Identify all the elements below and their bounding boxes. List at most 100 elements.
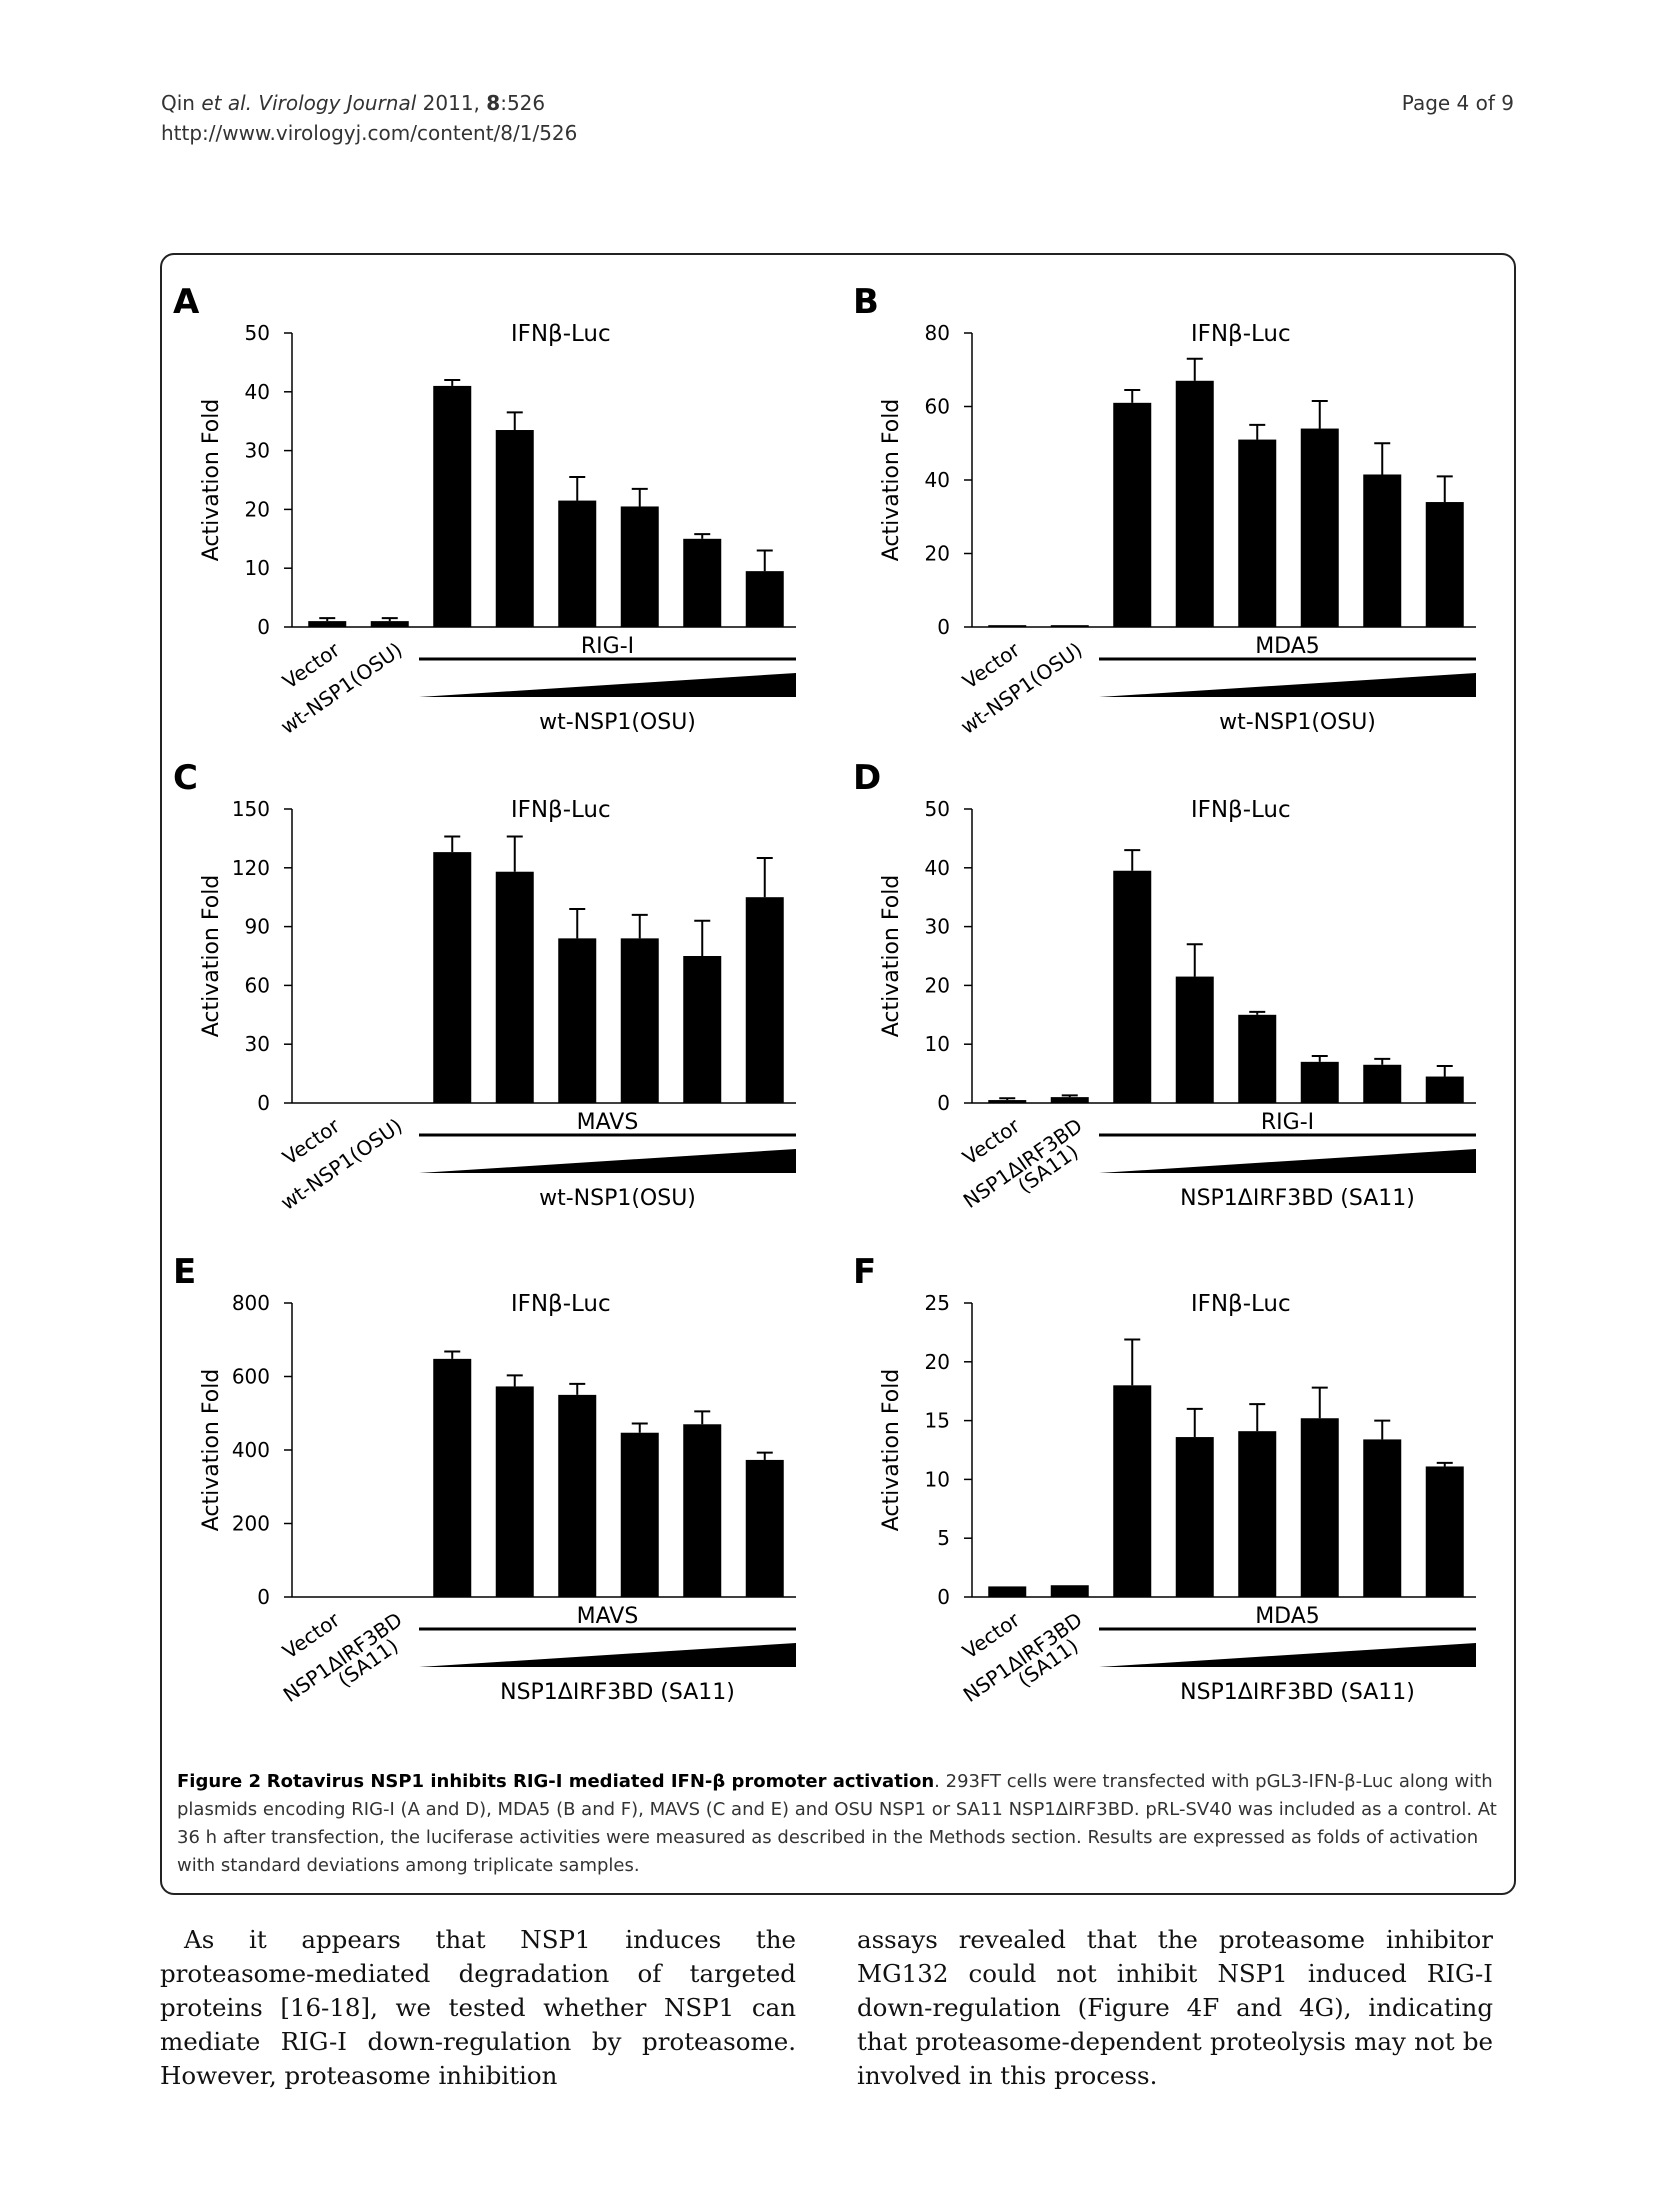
panel-d-ytick-label: 40 — [925, 856, 950, 880]
body-text-left: As it appears that NSP1 induces the prot… — [160, 1925, 796, 2090]
panel-a-group-label: RIG-I — [581, 634, 634, 659]
panel-b-bar — [1363, 474, 1402, 627]
panel-f-bar — [988, 1586, 1027, 1597]
caption-title: Rotavirus NSP1 inhibits RIG-I mediated I… — [266, 1771, 935, 1792]
panel-c-bar — [558, 938, 597, 1103]
panel-d-bar — [1175, 976, 1214, 1103]
panel-d-ytick-label: 30 — [925, 915, 950, 939]
panel-d-title: IFNβ-Luc — [1191, 797, 1291, 823]
panel-b-dose-wedge — [1099, 673, 1476, 697]
et-al: et al. — [201, 91, 253, 115]
panel-d-ytick-label: 0 — [937, 1091, 950, 1115]
volume: 8 — [486, 91, 501, 115]
panel-a-dose-wedge — [419, 673, 796, 697]
panel-c-letter: C — [173, 758, 198, 798]
panel-e-bar — [558, 1394, 597, 1597]
panel-c-ytick-label: 150 — [232, 797, 270, 821]
article-url[interactable]: http://www.virologyj.com/content/8/1/526 — [161, 121, 578, 145]
panel-a-bar — [620, 506, 659, 627]
panel-c-bar — [433, 852, 472, 1103]
panel-f-title: IFNβ-Luc — [1191, 1291, 1291, 1317]
panel-d-group-label: RIG-I — [1261, 1110, 1314, 1135]
panel-a-ytick-label: 50 — [245, 321, 270, 345]
panel-d-bar — [1050, 1097, 1089, 1103]
panel-b-ytick-label: 20 — [925, 542, 950, 566]
panel-f-letter: F — [853, 1252, 876, 1292]
panel-b-ytick-label: 80 — [925, 321, 950, 345]
panel-e-ytick-label: 400 — [232, 1438, 270, 1462]
panel-b-bar — [1238, 439, 1277, 627]
panel-b-bar — [1425, 502, 1464, 627]
panel-e-ytick-label: 600 — [232, 1365, 270, 1389]
panel-a-bar — [745, 571, 784, 627]
body-text-right: assays revealed that the proteasome inhi… — [857, 1925, 1493, 2090]
panel-c-ytick-label: 0 — [257, 1091, 270, 1115]
panel-d-bar — [1363, 1064, 1402, 1103]
panel-c-ytick-label: 90 — [245, 915, 270, 939]
panel-b-ytick-label: 60 — [925, 395, 950, 419]
panel-c-ylabel: Activation Fold — [199, 875, 224, 1038]
panel-b-bar — [1300, 428, 1339, 627]
panel-e-letter: E — [173, 1252, 196, 1292]
author: Qin — [161, 91, 202, 115]
panel-f-ylabel: Activation Fold — [879, 1369, 904, 1532]
panel-b-title: IFNβ-Luc — [1191, 321, 1291, 347]
panel-a-ytick-label: 0 — [257, 615, 270, 639]
panel-d-bar — [1113, 870, 1152, 1103]
panel-a-bar — [495, 430, 534, 627]
panel-a-bar — [370, 621, 409, 627]
panel-b-ytick-label: 40 — [925, 468, 950, 492]
panel-e-title: IFNβ-Luc — [511, 1291, 611, 1317]
panel-f-ytick-label: 10 — [925, 1467, 950, 1491]
panel-f-bar — [1425, 1466, 1464, 1597]
panel-d-bar — [1425, 1076, 1464, 1103]
panel-a-ytick-label: 10 — [245, 556, 270, 580]
panel-f-bar — [1238, 1431, 1277, 1597]
panel-b-ylabel: Activation Fold — [879, 399, 904, 562]
panel-c-ytick-label: 30 — [245, 1032, 270, 1056]
panel-d-letter: D — [853, 758, 881, 798]
panel-c-title: IFNβ-Luc — [511, 797, 611, 823]
panel-c-gradient-label: wt-NSP1(OSU) — [539, 1186, 696, 1211]
article-number: :526 — [500, 91, 546, 115]
panel-a-ytick-label: 30 — [245, 439, 270, 463]
year: 2011, — [416, 91, 487, 115]
panel-a-ytick-label: 40 — [245, 380, 270, 404]
panel-a-ytick-label: 20 — [245, 497, 270, 521]
panel-b-gradient-label: wt-NSP1(OSU) — [1219, 710, 1376, 735]
panel-f-bar — [1363, 1439, 1402, 1597]
caption-label: Figure 2 — [177, 1771, 262, 1792]
panel-c-ytick-label: 120 — [232, 856, 270, 880]
panel-e-ytick-label: 0 — [257, 1585, 270, 1609]
panel-e-ytick-label: 200 — [232, 1512, 270, 1536]
panel-a-letter: A — [173, 282, 200, 322]
panel-e-bar — [433, 1358, 472, 1597]
panel-f-ytick-label: 20 — [925, 1350, 950, 1374]
panel-f-ytick-label: 5 — [937, 1526, 950, 1550]
panel-c-dose-wedge — [419, 1149, 796, 1173]
panel-c-group-label: MAVS — [577, 1110, 639, 1135]
panel-f-group-label: MDA5 — [1255, 1604, 1320, 1629]
panel-e-bar — [745, 1459, 784, 1597]
panel-d-ytick-label: 20 — [925, 973, 950, 997]
panel-e-bar — [620, 1432, 659, 1597]
panel-a-bar — [683, 538, 722, 627]
panel-c-ytick-label: 60 — [245, 973, 270, 997]
panel-e-gradient-label: NSP1ΔIRF3BD (SA11) — [500, 1680, 735, 1705]
panel-a-ylabel: Activation Fold — [199, 399, 224, 562]
panel-b-bar — [1113, 402, 1152, 627]
panel-f-bar — [1050, 1585, 1089, 1597]
figure-frame — [160, 253, 1516, 1895]
panel-a-bar — [308, 621, 347, 627]
panel-c-bar — [495, 871, 534, 1103]
page-number: Page 4 of 9 — [1401, 91, 1514, 115]
panel-d-bar — [1238, 1014, 1277, 1103]
panel-e-ylabel: Activation Fold — [199, 1369, 224, 1532]
panel-f-ytick-label: 25 — [925, 1291, 950, 1315]
panel-d-bar — [988, 1100, 1027, 1103]
panel-c-bar — [683, 956, 722, 1103]
panel-b-bar — [1050, 625, 1089, 627]
panel-b-group-label: MDA5 — [1255, 634, 1320, 659]
panel-f-ytick-label: 0 — [937, 1585, 950, 1609]
